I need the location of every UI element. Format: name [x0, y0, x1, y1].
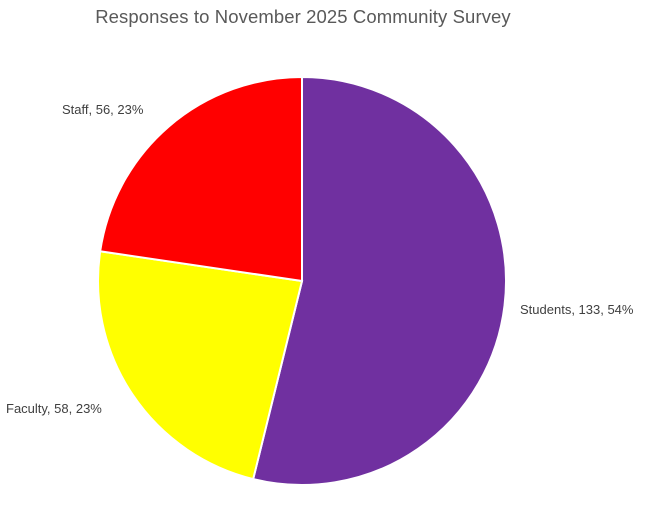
- pie-data-labels: Students, 133, 54% Faculty, 58, 23% Staff,…: [6, 102, 634, 416]
- pie-slices: [97, 75, 508, 486]
- pie-slice-faculty: [97, 250, 304, 481]
- data-label-faculty: Faculty, 58, 23%: [6, 401, 102, 416]
- pie-slice-staff: [99, 75, 303, 283]
- data-label-staff: Staff, 56, 23%: [62, 102, 144, 117]
- pie-slice-students: [251, 75, 508, 486]
- data-label-students: Students, 133, 54%: [520, 302, 634, 317]
- chart-title: Responses to November 2025 Community Sur…: [95, 6, 511, 27]
